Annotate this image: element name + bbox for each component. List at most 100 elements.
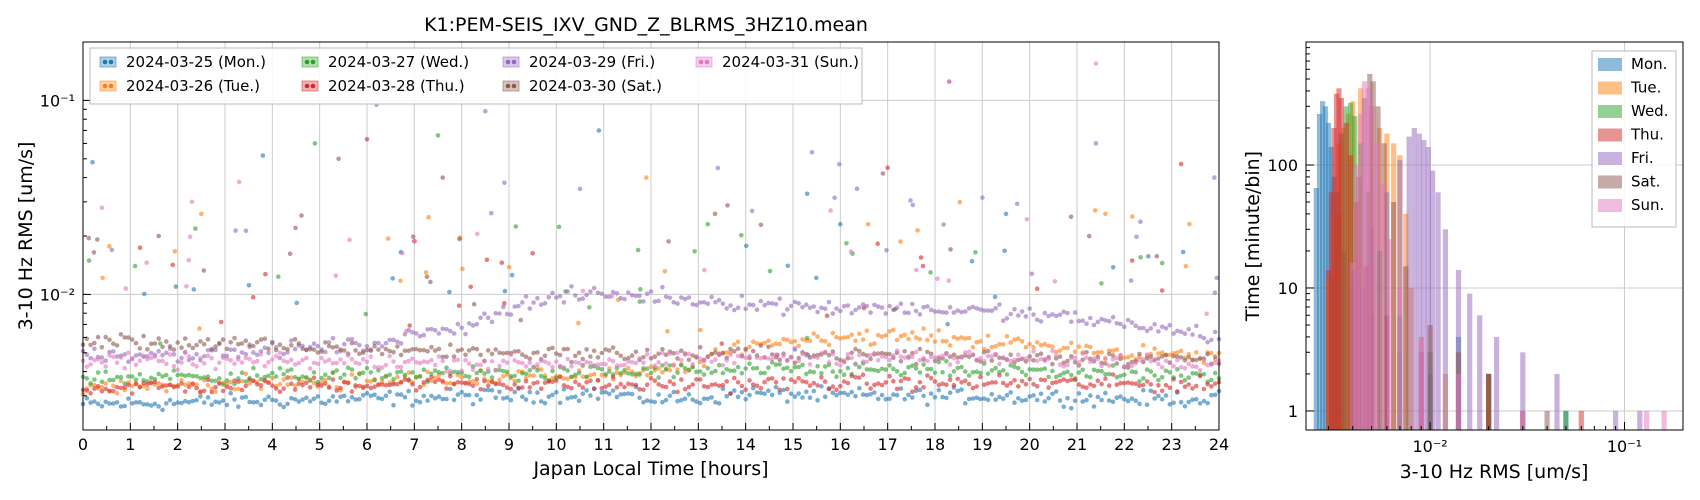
data-point <box>402 377 408 382</box>
data-point <box>981 359 987 364</box>
data-point <box>266 360 271 365</box>
data-point <box>251 400 256 405</box>
data-point <box>372 344 377 349</box>
data-point <box>236 376 241 381</box>
data-point <box>675 356 680 361</box>
y-tick-label: 10 <box>1278 279 1298 298</box>
data-point <box>978 338 983 344</box>
hist-bar <box>1358 113 1364 431</box>
data-point <box>584 374 589 380</box>
data-point <box>932 358 938 364</box>
hist-bar <box>1384 192 1390 430</box>
data-point <box>1034 397 1040 403</box>
data-point <box>273 398 279 403</box>
data-point <box>292 346 298 352</box>
data-point <box>512 349 517 354</box>
data-point <box>739 293 745 299</box>
data-point <box>978 359 983 364</box>
data-point <box>1038 319 1044 324</box>
data-point <box>663 384 669 390</box>
data-point <box>819 375 824 380</box>
data-point <box>1031 312 1036 317</box>
data-point <box>773 301 779 307</box>
data-point <box>875 357 881 363</box>
data-point <box>1004 392 1010 398</box>
data-point <box>603 389 608 395</box>
data-point <box>213 366 218 372</box>
data-point <box>1023 344 1029 350</box>
data-point <box>1128 278 1134 283</box>
data-point <box>538 373 544 379</box>
data-point <box>1209 362 1214 367</box>
data-point <box>898 354 904 359</box>
data-point <box>626 366 631 371</box>
data-point <box>92 346 97 352</box>
data-point <box>716 362 722 368</box>
data-point <box>425 377 430 383</box>
data-point <box>209 386 214 392</box>
data-point <box>277 381 283 387</box>
data-point <box>665 329 670 334</box>
scatter-legend: 2024-03-25 (Mon.)2024-03-26 (Tue.)2024-0… <box>89 47 863 105</box>
data-point <box>466 392 472 398</box>
data-point <box>289 343 294 348</box>
data-point <box>973 250 978 255</box>
data-point <box>1031 393 1036 398</box>
data-point <box>955 308 960 313</box>
data-point <box>182 398 188 404</box>
data-point <box>220 382 226 387</box>
data-point <box>788 368 794 374</box>
data-point <box>1194 364 1199 370</box>
data-point <box>1194 371 1199 376</box>
data-point <box>1000 368 1006 373</box>
data-point <box>1148 382 1154 387</box>
data-point <box>1069 372 1074 378</box>
data-point <box>565 376 570 382</box>
data-point <box>720 363 726 368</box>
y-tick-label: 10⁻¹ <box>40 91 75 110</box>
legend-label: 2024-03-31 (Sun.) <box>722 53 859 71</box>
data-point <box>1034 358 1040 364</box>
data-point <box>1110 399 1116 405</box>
data-point <box>379 344 385 349</box>
data-point <box>917 337 923 342</box>
data-point <box>205 377 211 383</box>
data-point <box>1103 372 1108 377</box>
data-point <box>527 306 533 311</box>
data-point <box>482 359 487 364</box>
data-point <box>171 384 177 389</box>
data-point <box>1072 355 1078 361</box>
data-point <box>217 340 222 346</box>
data-point <box>932 379 938 384</box>
data-point <box>1118 373 1123 379</box>
data-point <box>626 391 631 396</box>
data-point <box>1000 342 1006 347</box>
data-point <box>523 371 529 377</box>
data-point <box>236 386 241 392</box>
data-point <box>1072 398 1078 404</box>
data-point <box>622 362 627 368</box>
data-point <box>205 383 211 388</box>
data-point <box>607 357 612 362</box>
data-point <box>1212 354 1218 360</box>
data-point <box>546 346 552 352</box>
x-tick-label: 15 <box>783 435 803 454</box>
data-point <box>610 388 616 393</box>
outlier-point <box>838 221 843 227</box>
data-point <box>224 346 230 352</box>
data-point <box>326 398 332 404</box>
data-point <box>819 384 824 389</box>
data-point <box>1031 358 1036 363</box>
data-point <box>167 397 173 403</box>
data-point <box>875 368 881 374</box>
data-point <box>349 356 355 362</box>
data-point <box>1046 374 1051 380</box>
data-point <box>1118 321 1123 327</box>
data-point <box>1144 367 1150 372</box>
data-point <box>398 352 404 358</box>
data-point <box>122 381 127 386</box>
data-point <box>1178 379 1184 385</box>
data-point <box>440 354 446 360</box>
data-point <box>576 297 582 302</box>
data-point <box>220 398 226 403</box>
